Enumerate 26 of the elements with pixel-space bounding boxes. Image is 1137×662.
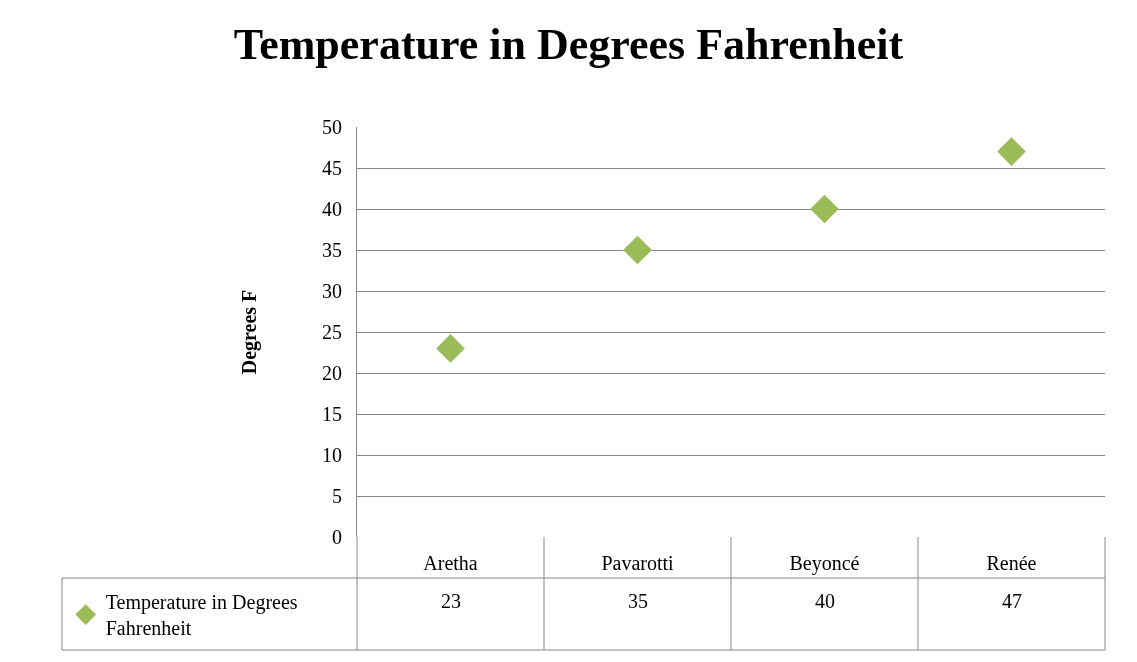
point (810, 194, 839, 224)
x-tick-label: Renée (986, 552, 1037, 574)
point (997, 137, 1026, 166)
y-tick-label: 50 (322, 116, 342, 138)
x-tick-label: Aretha (423, 552, 478, 574)
point (436, 334, 465, 363)
data-label: 40 (815, 590, 835, 612)
chart-title: Temperature in Degrees Fahrenheit (233, 19, 904, 69)
y-tick-label: 5 (332, 485, 342, 507)
point (623, 235, 652, 265)
y-tick-label: 25 (322, 321, 342, 343)
y-tick-label: 30 (322, 280, 342, 302)
x-tick-label: Beyoncé (789, 552, 860, 575)
data-label: 23 (441, 590, 461, 612)
y-tick-label: 0 (332, 526, 342, 548)
data-label: 47 (1002, 590, 1022, 612)
data-label: 35 (628, 590, 648, 612)
y-tick-label: 10 (322, 444, 342, 466)
x-tick-label: Pavarotti (601, 552, 675, 574)
y-tick-label: 45 (322, 157, 342, 179)
y-tick-label: 40 (322, 198, 342, 220)
y-axis-title: Degrees F (237, 289, 261, 375)
legend-label: Temperature in Degrees Fahrenheit (105, 591, 298, 640)
y-tick-label: 20 (322, 362, 342, 384)
y-tick-label: 35 (322, 239, 342, 261)
y-tick-label: 15 (322, 403, 342, 425)
